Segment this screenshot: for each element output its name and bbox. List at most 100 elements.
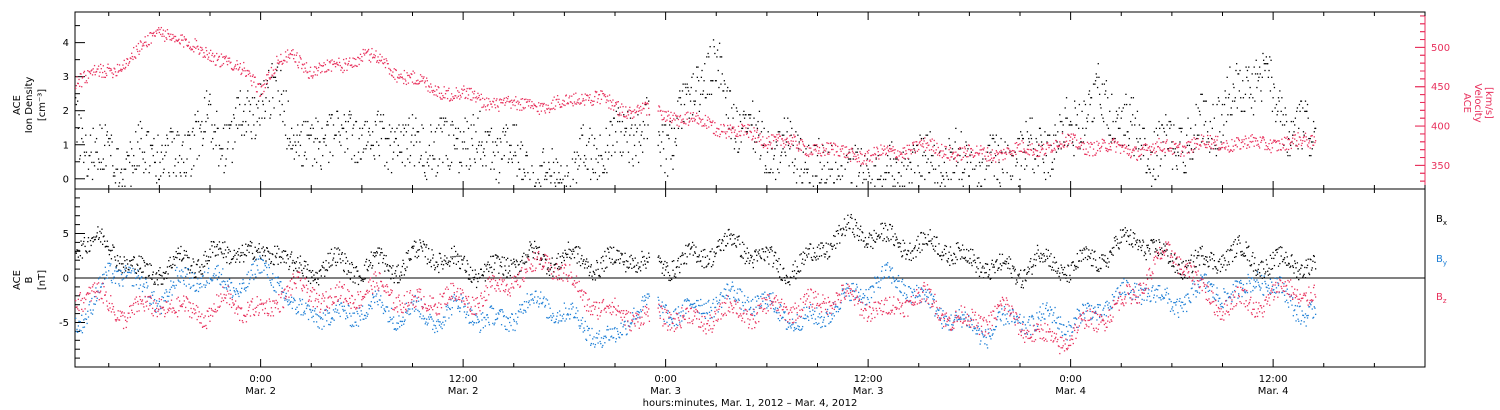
b-x-point [306, 268, 308, 270]
density-point [934, 168, 937, 170]
density-point [787, 144, 790, 147]
velocity-point [212, 52, 214, 55]
velocity-point [619, 112, 621, 114]
density-point [1306, 110, 1308, 113]
density-point [960, 131, 962, 133]
b-x-point [558, 268, 561, 270]
density-point [993, 175, 995, 177]
density-point [772, 158, 775, 160]
b-x-point [419, 239, 421, 241]
b-x-point [89, 250, 91, 252]
b-x-point [949, 246, 952, 248]
b-x-point [146, 263, 148, 265]
density-point [270, 114, 272, 116]
b-x-point [804, 259, 806, 261]
density-point [245, 131, 248, 133]
velocity-point [774, 136, 776, 138]
b-x-point [767, 249, 769, 251]
velocity-point [360, 59, 362, 62]
velocity-point [1255, 137, 1257, 140]
velocity-point [292, 49, 294, 51]
density-point [1267, 63, 1269, 65]
density-point [521, 144, 524, 147]
velocity-point [1295, 145, 1297, 147]
density-point [1164, 154, 1166, 157]
density-point [1078, 127, 1080, 130]
y-tick-label: 4 [63, 38, 69, 49]
velocity-point [1138, 155, 1140, 158]
velocity-point [359, 53, 362, 55]
density-point [452, 124, 454, 126]
velocity-point [641, 109, 643, 111]
density-point [587, 168, 589, 170]
velocity-point [191, 48, 193, 50]
b-x-point [529, 245, 532, 247]
b-x-point [922, 232, 925, 234]
b-x-point [591, 275, 593, 277]
velocity-point [355, 65, 358, 67]
density-point [746, 131, 748, 133]
b-x-point [586, 267, 588, 269]
density-point [177, 161, 179, 164]
density-point [1219, 131, 1221, 133]
b-x-point [110, 258, 113, 260]
velocity-point [264, 83, 266, 85]
density-point [380, 137, 383, 140]
b-x-point [163, 278, 165, 280]
density-point [192, 127, 194, 130]
velocity-point [1099, 150, 1101, 152]
density-point [355, 120, 357, 123]
velocity-point [987, 155, 989, 157]
b-x-point [739, 255, 742, 258]
b-x-point [471, 269, 474, 272]
density-point [922, 154, 924, 157]
density-point [139, 120, 142, 123]
velocity-point [271, 74, 273, 76]
density-point [1144, 137, 1146, 140]
density-point [882, 178, 885, 181]
density-point [550, 175, 553, 177]
density-point [625, 127, 628, 130]
b-x-point [939, 255, 941, 257]
b-x-point [912, 250, 914, 252]
density-point [734, 137, 736, 140]
b-x-point [537, 246, 539, 249]
b-x-point [435, 261, 437, 263]
b-x-point [421, 247, 423, 249]
b-x-point [408, 258, 410, 260]
b-x-point [268, 258, 271, 260]
b-x-point [752, 266, 754, 269]
velocity-point [91, 69, 93, 71]
velocity-point [1174, 143, 1176, 145]
velocity-point [583, 99, 585, 102]
b-x-point [836, 242, 838, 245]
density-point [989, 134, 991, 136]
b-x-point [718, 245, 720, 247]
velocity-point [807, 154, 809, 156]
density-point [144, 161, 146, 164]
velocity-point [1088, 143, 1090, 145]
velocity-point [144, 36, 146, 38]
b-x-point [686, 256, 688, 258]
velocity-point [780, 144, 782, 146]
density-point [104, 124, 106, 126]
density-point [115, 168, 117, 170]
density-point [408, 117, 410, 119]
density-point [802, 151, 804, 153]
density-point [1189, 158, 1191, 160]
velocity-point [239, 66, 241, 68]
density-point [669, 124, 671, 126]
density-point [1030, 137, 1033, 140]
velocity-point [1205, 143, 1207, 146]
density-point [747, 114, 750, 116]
velocity-point [257, 83, 260, 86]
velocity-point [272, 75, 274, 77]
density-point [1278, 100, 1280, 102]
b-x-point [923, 243, 925, 245]
density-point [1138, 148, 1140, 150]
density-point [1158, 120, 1160, 123]
density-point [156, 182, 158, 184]
velocity-point [1050, 151, 1052, 153]
b-x-point [237, 251, 239, 253]
density-point [1078, 103, 1081, 106]
